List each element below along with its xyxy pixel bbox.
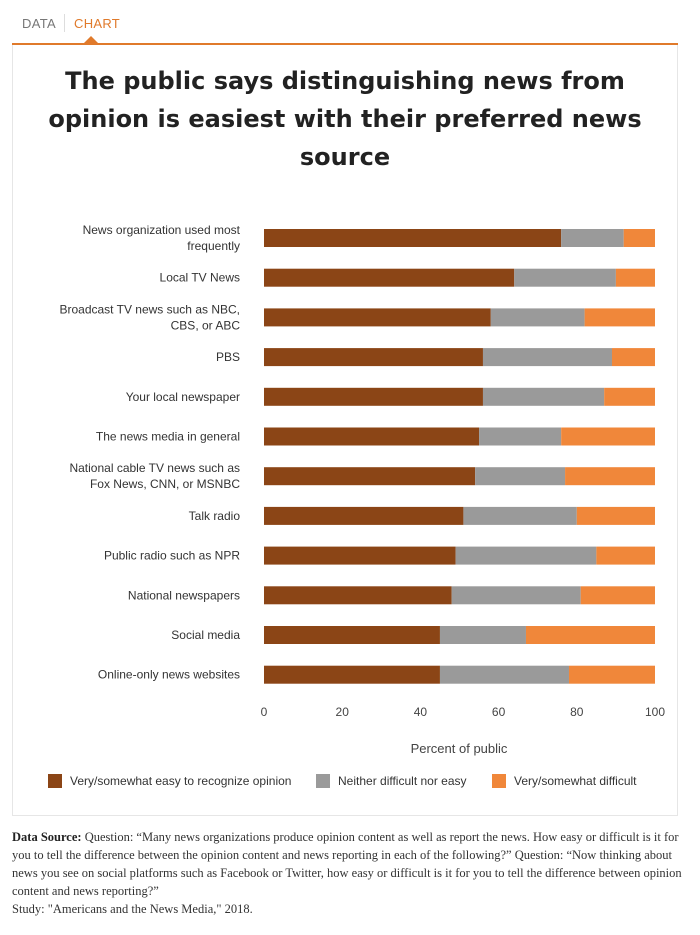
bar-segment xyxy=(561,229,624,247)
bar-segment xyxy=(264,427,480,446)
category-label: News organization used most frequently xyxy=(83,223,241,253)
x-axis-ticks: 0 20 40 60 80 100 xyxy=(261,705,666,719)
bar-segment xyxy=(514,268,616,287)
bar-segment xyxy=(604,387,655,406)
bar-segment xyxy=(580,586,655,605)
bar-segment xyxy=(264,467,476,486)
bar-segment xyxy=(568,665,655,684)
bar-chart: News organization used most frequently Loc… xyxy=(59,223,666,756)
x-tick-label: 40 xyxy=(414,705,428,719)
tab-chart[interactable]: CHART xyxy=(74,16,121,31)
legend-label-neither: Neither difficult nor easy xyxy=(338,774,467,788)
x-tick-label: 20 xyxy=(336,705,350,719)
chart-title: The public says distinguishing news from… xyxy=(48,67,642,171)
category-label: The news media in general xyxy=(96,430,240,444)
bar-segment xyxy=(264,229,562,247)
bar-segment xyxy=(525,626,655,644)
bar-segment xyxy=(482,387,605,406)
bar-segment xyxy=(264,308,491,327)
study-citation: Study: "Americans and the News Media," 2… xyxy=(12,902,253,916)
bar-segment xyxy=(264,546,456,565)
bar-segment xyxy=(565,467,655,486)
bars xyxy=(264,229,655,684)
bar-segment xyxy=(264,626,440,644)
bar-segment xyxy=(463,506,577,525)
category-label: Public radio such as NPR xyxy=(104,549,240,563)
bar-segment xyxy=(561,427,655,446)
category-label: National cable TV news such as Fox News, … xyxy=(69,461,240,491)
bar-segment xyxy=(264,387,483,406)
bar-segment xyxy=(576,506,655,525)
category-label: Online-only news websites xyxy=(98,668,240,682)
data-source-note: Data Source: Question: “Many news organi… xyxy=(12,828,688,918)
bar-segment xyxy=(615,268,655,287)
legend-label-easy: Very/somewhat easy to recognize opinion xyxy=(70,774,292,788)
tab-bar: DATA CHART xyxy=(0,0,700,45)
category-label: Your local newspaper xyxy=(126,390,240,404)
data-source-label: Data Source: xyxy=(12,830,82,844)
data-source-text: Question: “Many news organizations produ… xyxy=(12,830,682,898)
legend-swatch-difficult xyxy=(492,774,506,788)
x-tick-label: 60 xyxy=(492,705,506,719)
bar-segment xyxy=(439,665,569,684)
bar-segment xyxy=(623,229,655,247)
tab-data[interactable]: DATA xyxy=(22,16,56,31)
x-tick-label: 100 xyxy=(645,705,665,719)
category-labels: News organization used most frequently Loc… xyxy=(59,223,240,682)
bar-segment xyxy=(439,626,526,644)
bar-segment xyxy=(264,586,452,605)
tab-underline xyxy=(12,43,678,45)
bar-segment xyxy=(264,506,464,525)
category-label: Local TV News xyxy=(160,271,240,285)
legend-swatch-easy xyxy=(48,774,62,788)
category-label: National newspapers xyxy=(128,588,240,602)
bar-segment xyxy=(475,467,566,486)
x-axis-label: Percent of public xyxy=(411,741,508,756)
bar-segment xyxy=(611,348,655,367)
legend-item-easy: Very/somewhat easy to recognize opinion xyxy=(48,774,291,788)
bar-segment xyxy=(584,308,655,327)
legend-label-difficult: Very/somewhat difficult xyxy=(514,774,637,788)
bar-segment xyxy=(596,546,655,565)
tab-divider xyxy=(64,14,65,32)
chart-legend: Very/somewhat easy to recognize opinion … xyxy=(40,772,660,794)
x-tick-label: 0 xyxy=(261,705,268,719)
bar-segment xyxy=(482,348,612,367)
bar-segment xyxy=(451,586,581,605)
bar-segment xyxy=(264,665,440,684)
category-label: Broadcast TV news such as NBC, CBS, or AB… xyxy=(59,302,240,332)
category-label: PBS xyxy=(216,350,240,364)
bar-segment xyxy=(490,308,585,327)
legend-item-difficult: Very/somewhat difficult xyxy=(492,774,637,788)
category-label: Social media xyxy=(171,628,240,642)
bar-segment xyxy=(264,268,515,287)
bar-segment xyxy=(479,427,562,446)
legend-swatch-neither xyxy=(316,774,330,788)
category-label: Talk radio xyxy=(189,509,241,523)
bar-segment xyxy=(455,546,597,565)
active-tab-caret xyxy=(84,36,98,43)
legend-item-neither: Neither difficult nor easy xyxy=(316,774,467,788)
bar-segment xyxy=(264,348,483,367)
x-tick-label: 80 xyxy=(570,705,584,719)
